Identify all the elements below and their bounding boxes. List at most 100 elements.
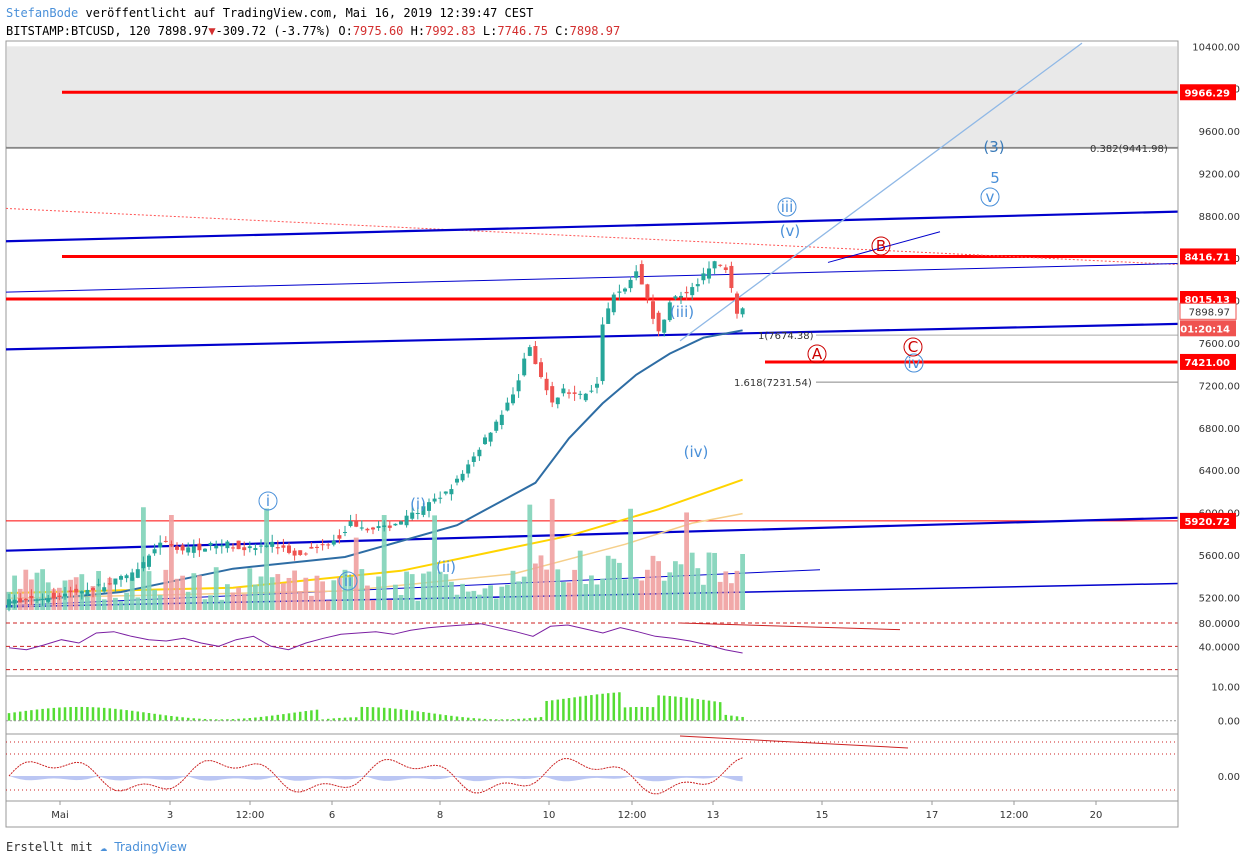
volume-bar [544,569,549,610]
candle-body [634,271,639,278]
candle-body [348,521,353,526]
down-arrow-icon: ▼ [208,24,216,38]
volume-bar [645,569,650,610]
volume-bar [359,569,365,610]
candle-body [23,598,28,601]
fib-level-label: 0.382(9441.98) [1090,144,1168,155]
volume-bar [101,599,107,610]
candle-body [365,528,370,531]
wave-label: iii [781,198,794,216]
price-tick-label: 5200.00 [1199,593,1240,604]
macd-histogram-panel [6,692,1178,735]
candle-body [203,548,207,552]
candle-body [236,540,241,550]
volume-bar [253,584,258,610]
volume-bar [432,515,437,610]
candle-body [471,456,476,462]
volume-bar [381,515,387,610]
volume-bar [241,593,247,610]
time-tick-label: 8 [437,810,443,821]
candle-body [432,498,437,502]
wave-label-circle [258,491,278,511]
wave-label: i [266,492,270,510]
price-tick-label: 9600.00 [1199,127,1240,138]
volume-bar [740,553,745,610]
candle-body [555,397,560,405]
candle-body [354,521,359,527]
candle-body [57,595,62,597]
wave-label: (ii) [436,558,456,576]
candle-body [466,464,471,474]
wave-label: (iii) [670,303,694,321]
candle-body [281,545,286,548]
wave-label: 5 [990,169,1000,187]
rsi-tick-label: 40.0000 [1199,642,1240,653]
volume-bar [281,583,286,610]
candle-body [723,267,728,270]
candle-body [572,392,577,394]
price-tick-label: 5600.00 [1199,551,1240,562]
volume-bar [230,592,236,610]
volume-bar [594,584,600,610]
price-tick-label: 7600.00 [1199,339,1240,350]
candle-body [550,386,555,403]
candle-body [163,540,168,542]
volume-bar [465,591,471,610]
candle-body [477,449,482,457]
volume-bar [689,552,695,610]
volume-bar [566,582,572,610]
volume-bar [650,555,656,610]
candle-body [382,525,387,527]
time-tick-label: 12:00 [1000,810,1029,821]
volume-bar [197,575,202,610]
candle-body [371,527,375,530]
candle-body [186,547,191,553]
candle-body [494,421,499,431]
candle-body [264,545,269,548]
macd-tick-label: 10.00 [1211,682,1240,693]
candle-body [51,592,56,599]
price-level-tag [1180,353,1236,370]
volume-bar [96,571,101,610]
candle-body [460,473,465,481]
candle-body [628,279,633,289]
volume-bar [409,574,415,610]
channel-trendline [5,322,1179,351]
time-tick-label: Mai [51,810,69,821]
volume-bar [533,563,538,610]
close-value: 7898.97 [569,24,621,38]
tradingview-logo-icon: ☁ [99,840,108,854]
candle-body [690,287,695,296]
last-price-tag [1179,302,1237,320]
chart-header-ohlc-line: BITSTAMP:BTCUSD, 120 7898.97▼-309.72 (-3… [6,24,620,38]
volume-bar [85,596,90,610]
volume-bar [723,571,729,610]
price-tick-label: 7200.00 [1199,381,1240,392]
candle-body [667,302,672,321]
volume-bar [701,584,706,610]
volume-bar [600,578,605,610]
candle-body [275,547,280,549]
last-price: 7898.97 [157,24,209,38]
candle-body [197,543,202,551]
volume-bar [577,550,583,610]
volume-bar [460,583,465,610]
candle-body [522,358,527,376]
tradingview-brand[interactable]: TradingView [114,840,187,854]
candle-body [326,544,331,546]
volume-bar [303,577,309,610]
wave-label: v [986,188,995,206]
volume-bar [471,590,477,610]
wave-label-circle [903,337,923,357]
candle-body [511,394,515,404]
volume-bar [589,575,594,610]
author-name[interactable]: StefanBode [6,6,79,20]
volume-bar [656,561,661,610]
channel-trendline [5,263,1179,293]
candle-body [152,549,157,554]
time-tick-label: 12:00 [236,810,265,821]
candle-body [107,583,112,585]
volume-bar [129,577,135,610]
candle-body [242,547,247,551]
